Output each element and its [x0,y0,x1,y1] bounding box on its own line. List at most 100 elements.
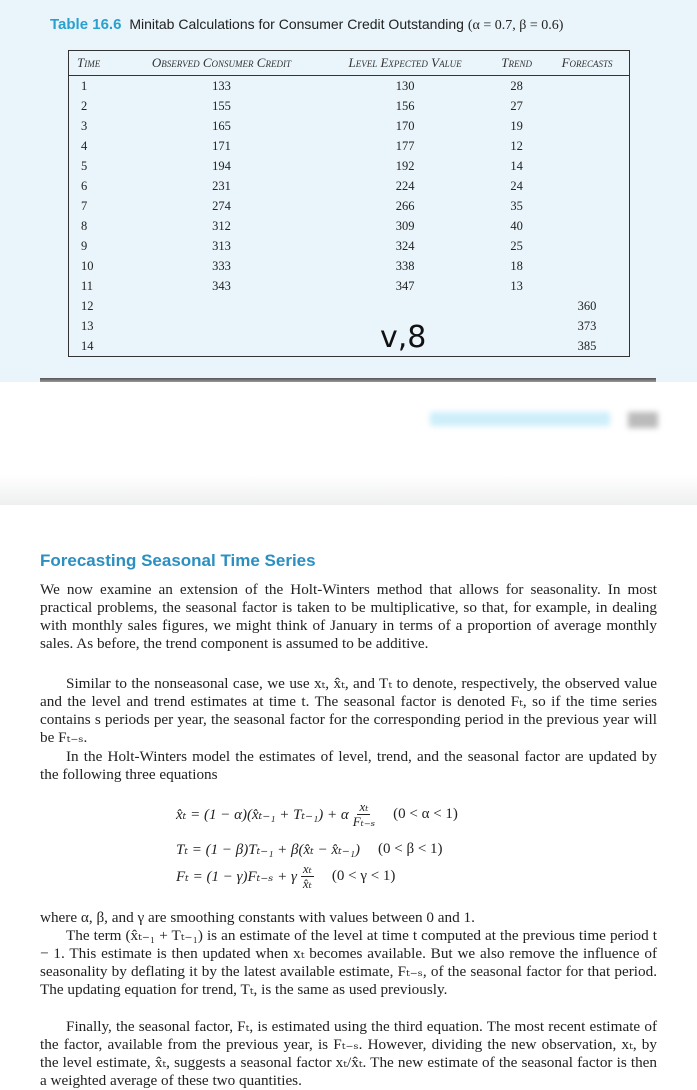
equation-level: x̂ₜ = (1 − α)(x̂ₜ₋₁ + Tₜ₋₁) + α xₜ Fₜ₋ₛ (… [176,800,458,829]
header-level: Level Expected Value [321,50,489,76]
table-label: Table 16.6 [50,16,122,33]
table-title: Minitab Calculations for Consumer Credit… [129,16,464,32]
table-row: 13 373 [69,316,630,336]
cell-observed: 194 [212,158,231,173]
cell-observed: 333 [212,258,231,273]
cell-time: 11 [81,278,94,293]
cell-forecast [545,196,629,216]
cell-trend: 12 [510,138,523,153]
cell-trend: 14 [510,158,523,173]
cell-time: 12 [81,298,94,313]
table-row: 6 231 224 24 [69,176,630,196]
cell-forecast: 360 [577,298,597,313]
eq1-fraction: xₜ Fₜ₋ₛ [353,800,375,829]
cell-time: 9 [81,238,88,253]
cell-observed: 155 [212,98,231,113]
paragraph-4: where α, β, and γ are smoothing constant… [40,909,475,927]
equation-seasonal: Fₜ = (1 − γ)Fₜ₋ₛ + γ xₜ x̂ₜ (0 < γ < 1) [176,862,395,891]
table-row: 11 343 347 13 [69,276,630,296]
table-row: 2 155 156 27 [69,96,630,116]
cell-trend [488,296,545,316]
blurred-button [628,412,658,428]
eq3-lhs: Fₜ = (1 − γ)Fₜ₋ₛ + γ [176,869,297,885]
cell-time: 3 [81,118,88,133]
paragraph-2: Similar to the nonseasonal case, we use … [40,675,657,747]
cell-observed: 313 [212,238,231,253]
table-caption: Table 16.6 Minitab Calculations for Cons… [50,16,563,34]
table-row: 10 333 338 18 [69,256,630,276]
table-row: 9 313 324 25 [69,236,630,256]
cell-forecast: 385 [577,338,597,353]
cell-trend: 27 [510,98,523,113]
header-time: Time [68,50,121,76]
cell-level: 347 [395,278,415,293]
cell-trend [488,316,545,336]
cell-observed [121,336,322,357]
table-row: 14 385 [69,336,630,357]
cell-forecast [545,136,629,156]
cell-level: 156 [395,98,415,113]
data-table: Time Observed Consumer Credit Level Expe… [68,50,630,357]
cell-level: 266 [395,198,415,213]
paragraph-1: We now examine an extension of the Holt-… [40,581,657,653]
cell-time: 2 [81,98,88,113]
paragraph-5: The term (x̂ₜ₋₁ + Tₜ₋₁) is an estimate o… [40,927,657,999]
equation-trend: Tₜ = (1 − β)Tₜ₋₁ + β(x̂ₜ − x̂ₜ₋₁) (0 < β… [176,840,443,859]
cell-forecast [545,236,629,256]
cell-trend: 25 [510,238,523,253]
header-observed: Observed Consumer Credit [121,50,322,76]
table-panel: Table 16.6 Minitab Calculations for Cons… [0,0,697,382]
cell-trend [488,336,545,357]
page-separator [0,475,697,505]
header-forecasts: Forecasts [545,50,630,76]
cell-trend: 13 [510,278,523,293]
cell-time: 6 [81,178,88,193]
cell-trend: 35 [510,198,523,213]
cell-observed: 133 [212,78,231,93]
cell-forecast [545,76,629,97]
cell-time: 10 [81,258,94,273]
table-header-row: Time Observed Consumer Credit Level Expe… [68,50,630,76]
eq3-fraction: xₜ x̂ₜ [300,861,314,891]
eq1-num: xₜ [357,799,371,815]
overlay-text: v,8 [380,320,427,355]
table-row: 3 165 170 19 [69,116,630,136]
table-row: 4 171 177 12 [69,136,630,156]
header-trend: Trend [488,50,546,76]
cell-trend: 28 [510,78,523,93]
cell-forecast [545,96,629,116]
cell-level: 192 [395,158,415,173]
cell-forecast [545,176,629,196]
cell-level: 338 [395,258,415,273]
cell-forecast [545,276,629,296]
cell-time: 1 [81,78,88,93]
paragraph-6: Finally, the seasonal factor, Fₜ, is est… [40,1018,657,1090]
table-row: 5 194 192 14 [69,156,630,176]
divider [40,378,656,382]
cell-level: 170 [395,118,415,133]
cell-observed: 343 [212,278,231,293]
table-row: 7 274 266 35 [69,196,630,216]
cell-forecast: 373 [577,318,597,333]
table-row: 8 312 309 40 [69,216,630,236]
cell-trend: 19 [510,118,523,133]
cell-time: 14 [81,338,94,353]
paragraph-3: In the Holt-Winters model the estimates … [40,748,657,784]
cell-time: 13 [81,318,94,333]
cell-trend: 18 [510,258,523,273]
section-heading: Forecasting Seasonal Time Series [40,551,316,570]
cell-time: 8 [81,218,88,233]
eq3-num: xₜ [300,861,314,877]
cell-trend: 24 [510,178,523,193]
cell-time: 4 [81,138,88,153]
eq3-den: x̂ₜ [302,876,312,891]
table-row: 1 133 130 28 [69,76,630,97]
cell-level: 130 [395,78,415,93]
cell-level: 177 [395,138,415,153]
eq1-den: Fₜ₋ₛ [352,814,376,829]
cell-forecast [545,256,629,276]
blurred-bar [430,412,610,426]
cell-observed: 274 [212,198,231,213]
cell-observed: 231 [212,178,231,193]
cell-observed: 171 [212,138,231,153]
